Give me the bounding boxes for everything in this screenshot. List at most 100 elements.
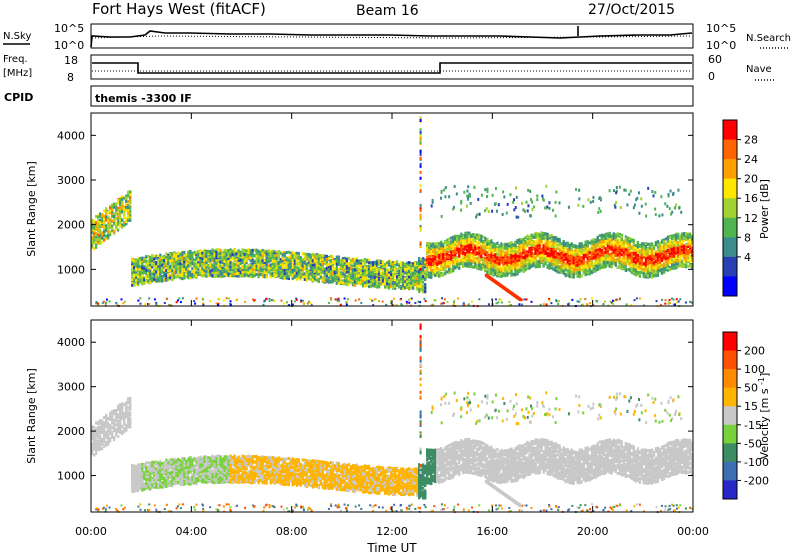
power-cell — [299, 261, 302, 265]
power-cell — [139, 261, 142, 265]
power-cell — [117, 201, 120, 205]
power-cell — [269, 268, 272, 272]
power-cell — [331, 280, 334, 284]
power-cell — [205, 257, 208, 261]
power-cell — [253, 265, 256, 269]
power-cell — [343, 279, 347, 283]
power-cell — [430, 271, 433, 275]
power-cell — [217, 265, 220, 269]
power-cell — [149, 281, 152, 285]
power-cell — [187, 264, 190, 268]
power-cell — [363, 269, 367, 273]
power-cell — [135, 266, 138, 270]
power-cell — [245, 252, 248, 256]
power-cell — [299, 256, 302, 260]
power-cell — [97, 222, 100, 226]
power-cell — [440, 243, 443, 247]
power-cell — [203, 249, 206, 253]
power-cell — [135, 274, 138, 278]
power-cell — [430, 275, 433, 279]
power-cell — [327, 267, 330, 271]
power-cell — [123, 205, 126, 209]
cpid-label: CPID — [4, 91, 33, 104]
power-cell — [99, 212, 102, 216]
power-cell — [432, 262, 435, 266]
power-cell — [337, 261, 341, 265]
power-cell — [177, 274, 180, 278]
power-cell — [231, 256, 234, 260]
power-cell — [289, 259, 292, 263]
power-cell — [418, 275, 421, 279]
power-cell — [191, 267, 194, 271]
power-cell — [223, 272, 226, 276]
power-cell — [171, 266, 174, 270]
power-cell — [377, 281, 381, 285]
power-cell — [261, 264, 264, 268]
power-cell — [361, 272, 365, 276]
power-cell — [117, 220, 120, 224]
power-cell — [117, 222, 120, 226]
power-cell — [199, 254, 202, 258]
power-cell — [273, 274, 276, 278]
power-cell — [287, 250, 290, 254]
power-cell — [341, 258, 345, 262]
power-cell — [351, 277, 355, 281]
power-cell — [339, 260, 343, 264]
power-cell — [422, 286, 425, 290]
power-cell — [363, 264, 367, 268]
power-cell — [155, 256, 158, 260]
power-cell — [187, 255, 190, 259]
power-cell — [468, 249, 471, 253]
power-cell — [171, 259, 174, 263]
power-cell — [211, 256, 214, 260]
power-cell — [251, 248, 254, 252]
power-cell — [251, 266, 254, 270]
power-cell — [265, 258, 268, 262]
power-cell — [404, 264, 407, 268]
power-cell — [339, 276, 343, 280]
power-cell — [295, 259, 298, 263]
power-cell — [383, 269, 387, 273]
power-cell — [432, 268, 435, 272]
power-cell — [333, 258, 337, 262]
power-cell — [309, 263, 312, 267]
power-cell — [271, 253, 274, 257]
power-cell — [351, 259, 355, 263]
power-cell — [398, 285, 401, 289]
power-cell — [211, 252, 214, 256]
power-cell — [335, 260, 339, 264]
power-cell — [394, 285, 397, 289]
power-cell — [259, 267, 262, 271]
power-cell — [269, 250, 272, 254]
power-cell — [335, 271, 339, 275]
power-cell — [91, 242, 94, 246]
power-cell — [117, 215, 120, 219]
power-cell — [193, 271, 196, 275]
power-cell — [169, 265, 172, 269]
power-cell — [113, 222, 116, 226]
power-cell — [143, 264, 146, 268]
power-cell — [189, 253, 192, 257]
power-cell — [285, 256, 288, 260]
power-cell — [147, 272, 150, 276]
power-cell — [394, 274, 397, 278]
power-cell — [343, 263, 347, 267]
power-cell — [464, 252, 467, 256]
power-cell — [197, 250, 200, 254]
power-cell — [111, 219, 114, 223]
power-cell — [305, 272, 308, 276]
power-cell — [147, 259, 150, 263]
power-cell — [267, 260, 270, 264]
power-cell — [434, 248, 437, 252]
power-cell — [361, 284, 365, 288]
power-cell — [95, 233, 98, 237]
power-cell — [99, 221, 102, 225]
power-cell — [289, 262, 292, 266]
power-cell — [233, 269, 236, 273]
power-cell — [121, 200, 124, 204]
power-cell — [466, 235, 469, 239]
power-cell — [257, 264, 260, 268]
power-cell — [466, 258, 469, 262]
power-cell — [163, 271, 166, 275]
power-cell — [436, 245, 439, 249]
